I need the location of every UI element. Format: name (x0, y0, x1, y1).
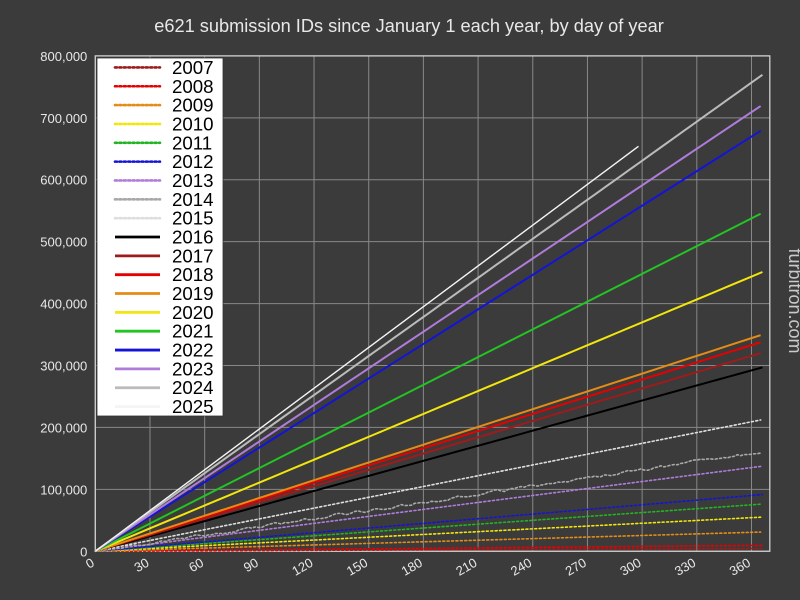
svg-text:2015: 2015 (172, 208, 214, 229)
svg-text:2008: 2008 (172, 76, 214, 97)
svg-text:2021: 2021 (172, 321, 214, 342)
svg-text:700,000: 700,000 (40, 111, 87, 126)
svg-text:300,000: 300,000 (40, 358, 87, 373)
svg-text:2012: 2012 (172, 151, 214, 172)
svg-text:2013: 2013 (172, 170, 214, 191)
svg-text:e621 submission IDs since Janu: e621 submission IDs since January 1 each… (154, 16, 664, 36)
svg-text:2024: 2024 (172, 377, 214, 398)
svg-text:100,000: 100,000 (40, 482, 87, 497)
svg-text:furbitron.com: furbitron.com (785, 248, 800, 353)
svg-text:2014: 2014 (172, 189, 214, 210)
svg-text:800,000: 800,000 (40, 49, 87, 64)
svg-text:500,000: 500,000 (40, 235, 87, 250)
svg-text:2018: 2018 (172, 264, 214, 285)
svg-text:200,000: 200,000 (40, 420, 87, 435)
svg-text:600,000: 600,000 (40, 173, 87, 188)
svg-text:400,000: 400,000 (40, 297, 87, 312)
svg-text:2025: 2025 (172, 396, 214, 417)
svg-text:2023: 2023 (172, 358, 214, 379)
svg-text:2011: 2011 (172, 132, 212, 153)
